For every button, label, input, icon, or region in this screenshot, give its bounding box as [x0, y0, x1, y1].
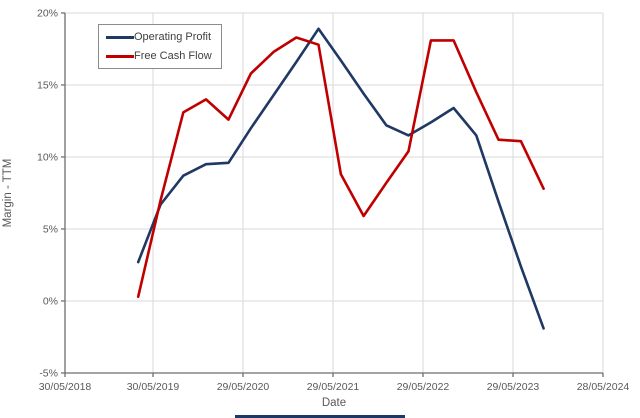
y-tick-label: 15%: [37, 80, 58, 92]
series-operating-profit: [136, 27, 545, 330]
x-tick-label: 29/05/2022: [397, 381, 450, 393]
legend-label-operating-profit: Operating Profit: [134, 31, 212, 43]
y-axis-title: Margin - TTM: [2, 158, 14, 228]
x-tick-label: 30/05/2019: [127, 381, 180, 393]
x-tick-label: 30/05/2018: [39, 381, 92, 393]
y-tick-label: -5%: [39, 368, 58, 380]
legend-item-free-cash-flow: Free Cash Flow: [106, 49, 212, 63]
y-tick-label: 5%: [43, 224, 58, 236]
series-free-cash-flow: [136, 36, 545, 299]
x-tick-label: 29/05/2023: [487, 381, 540, 393]
legend: Operating Profit Free Cash Flow: [98, 24, 222, 69]
bottom-strip: [235, 415, 405, 418]
legend-line-free-cash-flow-icon: [106, 54, 134, 58]
x-tick-label: 29/05/2021: [307, 381, 360, 393]
x-tick-label: 29/05/2020: [217, 381, 270, 393]
legend-line-operating-profit-icon: [106, 35, 134, 39]
y-tick-label: 20%: [37, 8, 58, 20]
y-tick-label: 10%: [37, 152, 58, 164]
legend-label-free-cash-flow: Free Cash Flow: [134, 50, 212, 62]
legend-item-operating-profit: Operating Profit: [106, 30, 212, 44]
y-tick-label: 0%: [43, 296, 58, 308]
x-axis-title: Date: [321, 397, 347, 409]
x-tick-label: 28/05/2024: [577, 381, 630, 393]
axes: 20% 15% 10% 5% 0% -5%30/05/2018 30/05/2019 29/0…: [37, 8, 629, 394]
